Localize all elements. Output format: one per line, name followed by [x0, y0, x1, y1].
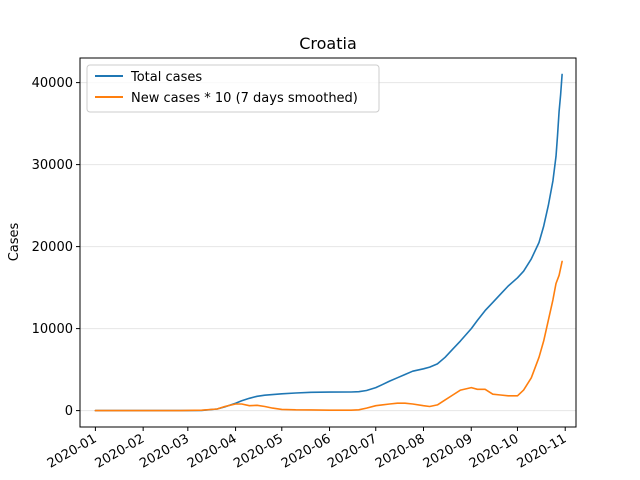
series-line-new-cases	[94, 260, 563, 412]
plot-frame	[79, 57, 577, 428]
y-tick-label: 0	[65, 404, 73, 419]
y-tick-label: 20000	[32, 240, 73, 255]
y-axis-title: Cases	[7, 222, 22, 261]
series-layer	[94, 73, 563, 412]
legend-box	[86, 64, 380, 113]
legend-label-new-cases: New cases * 10 (7 days smoothed)	[131, 91, 358, 106]
series-line-total-cases	[94, 73, 563, 412]
legend: Total cases New cases * 10 (7 days smoot…	[86, 64, 380, 113]
y-tick-label: 10000	[32, 322, 73, 337]
y-tick-label: 40000	[32, 76, 73, 91]
chart-title: Croatia	[299, 34, 357, 53]
legend-label-total-cases: Total cases	[130, 70, 202, 85]
y-tick-label: 30000	[32, 158, 73, 173]
